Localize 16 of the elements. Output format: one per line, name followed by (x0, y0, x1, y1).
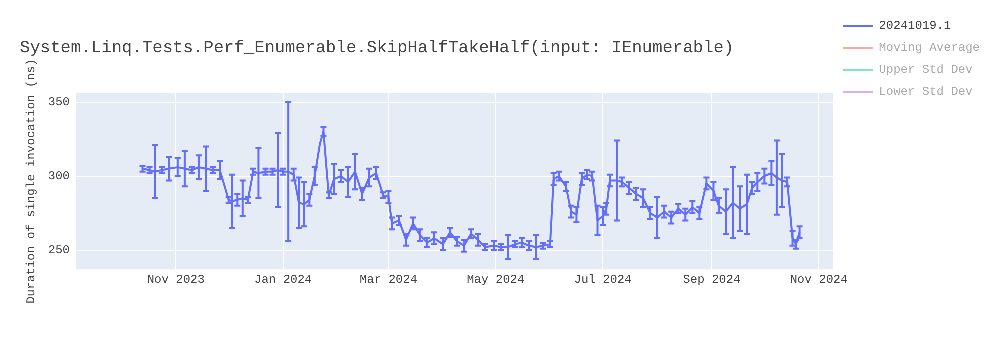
x-tick-label: May 2024 (467, 272, 525, 287)
chart-title: System.Linq.Tests.Perf_Enumerable.SkipHalfTakeHalf(input: IEnumerable) (20, 40, 734, 59)
y-axis-title: Duration of single invocation (ns) (24, 59, 38, 304)
x-tick-label: Nov 2023 (147, 272, 205, 287)
x-tick-label: Nov 2024 (790, 272, 848, 287)
legend-label: 20241019.1 (879, 19, 952, 34)
y-tick-label: 300 (48, 169, 70, 184)
x-tick-label: Jul 2024 (574, 272, 632, 287)
legend-label: Lower Std Dev (879, 85, 973, 100)
y-tick-label: 350 (48, 95, 70, 110)
legend-label: Moving Average (879, 41, 980, 56)
x-tick-label: Sep 2024 (683, 272, 741, 287)
legend-label: Upper Std Dev (879, 63, 973, 78)
y-tick-label: 250 (48, 244, 70, 258)
x-tick-label: Mar 2024 (360, 272, 418, 287)
x-tick-label: Jan 2024 (254, 272, 312, 287)
